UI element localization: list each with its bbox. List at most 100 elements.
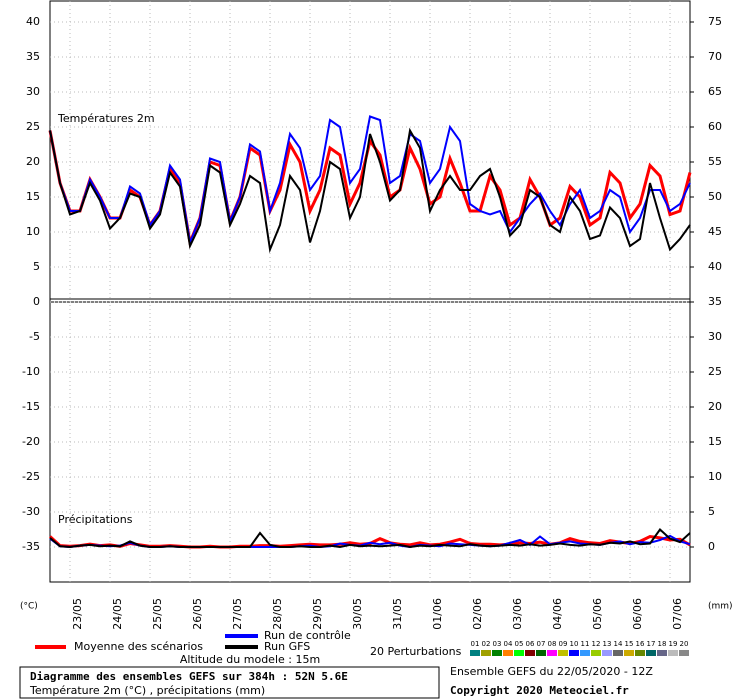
y2-tick-label: 20 [708, 400, 722, 413]
perturbation-swatch [635, 650, 645, 656]
chart-subtitle: Température 2m (°C) , précipitations (mm… [29, 684, 265, 697]
x-tick-label: 04/06 [551, 598, 564, 630]
y2-tick-label: 0 [708, 540, 715, 553]
legend-label: Run de contrôle [264, 629, 351, 642]
perturbation-number: 09 [559, 640, 568, 648]
perturbation-swatch [668, 650, 678, 656]
y2-tick-label: 30 [708, 330, 722, 343]
perturbation-number: 03 [493, 640, 502, 648]
perturbation-number: 12 [592, 640, 601, 648]
y-tick-label: -10 [22, 365, 40, 378]
perturbation-number: 01 [471, 640, 480, 648]
perturbation-swatch [514, 650, 524, 656]
x-tick-label: 24/05 [111, 598, 124, 630]
y2-tick-label: 45 [708, 225, 722, 238]
perturbation-swatch [580, 650, 590, 656]
perturbation-swatch [657, 650, 667, 656]
y2-tick-label: 55 [708, 155, 722, 168]
y2-tick-label: 70 [708, 50, 722, 63]
perturbation-swatch [470, 650, 480, 656]
perturbation-number: 08 [548, 640, 557, 648]
perturbation-swatch [679, 650, 689, 656]
perturbation-number: 14 [614, 640, 623, 648]
legend-label: Moyenne des scénarios [74, 640, 203, 653]
perturbation-number: 06 [526, 640, 535, 648]
y-tick-label: -5 [29, 330, 40, 343]
plot-frame [49, 0, 691, 583]
y-tick-label: 10 [26, 225, 40, 238]
perturbation-number: 17 [647, 640, 656, 648]
series-line [49, 115, 691, 247]
perturbation-swatch [613, 650, 623, 656]
panel-label: Précipitations [58, 513, 133, 526]
perturbation-number: 04 [504, 640, 513, 648]
x-tick-label: 03/06 [511, 598, 524, 630]
x-tick-label: 31/05 [391, 598, 404, 630]
legend-label: Run GFS [264, 640, 310, 653]
x-tick-label: 27/05 [231, 598, 244, 630]
perturbation-number: 05 [515, 640, 524, 648]
chart-title: Diagramme des ensembles GEFS sur 384h : … [30, 670, 348, 683]
y2-tick-label: 35 [708, 295, 722, 308]
x-tick-label: 26/05 [191, 598, 204, 630]
y-tick-label: 25 [26, 120, 40, 133]
y2-tick-label: 10 [708, 470, 722, 483]
y-tick-label: -20 [22, 435, 40, 448]
y-tick-label: 35 [26, 50, 40, 63]
perturbation-number: 20 [680, 640, 689, 648]
perturbations-label: 20 Perturbations [370, 645, 462, 658]
y2-tick-label: 40 [708, 260, 722, 273]
y2-tick-label: 25 [708, 365, 722, 378]
y2-tick-label: 65 [708, 85, 722, 98]
series-line [49, 528, 691, 549]
series-line [49, 127, 691, 254]
y-unit: (°C) [20, 602, 38, 612]
y2-tick-label: 15 [708, 435, 722, 448]
altitude: Altitude du modele : 15m [180, 653, 320, 666]
perturbation-number: 13 [603, 640, 612, 648]
perturbation-swatch [492, 650, 502, 656]
perturbation-number: 10 [570, 640, 579, 648]
y-tick-label: 5 [33, 260, 40, 273]
perturbation-swatch [602, 650, 612, 656]
perturbation-number: 02 [482, 640, 491, 648]
perturbation-swatch [624, 650, 634, 656]
perturbation-swatch [503, 650, 513, 656]
title-box [19, 666, 440, 699]
y-tick-label: 15 [26, 190, 40, 203]
y2-tick-label: 60 [708, 120, 722, 133]
y-tick-label: 20 [26, 155, 40, 168]
perturbation-swatch [646, 650, 656, 656]
perturbation-number: 11 [581, 640, 590, 648]
perturbation-number: 15 [625, 640, 634, 648]
y2-tick-label: 50 [708, 190, 722, 203]
perturbation-number: 07 [537, 640, 546, 648]
perturbation-number: 16 [636, 640, 645, 648]
run-info: Ensemble GEFS du 22/05/2020 - 12Z [450, 665, 653, 678]
x-tick-label: 02/06 [471, 598, 484, 630]
perturbation-number: 19 [669, 640, 678, 648]
y-tick-label: -15 [22, 400, 40, 413]
y-tick-label: -30 [22, 505, 40, 518]
x-tick-label: 06/06 [631, 598, 644, 630]
x-tick-label: 23/05 [71, 598, 84, 630]
y-tick-label: 0 [33, 295, 40, 308]
x-tick-label: 05/06 [591, 598, 604, 630]
x-tick-label: 29/05 [311, 598, 324, 630]
perturbation-swatch [558, 650, 568, 656]
y-tick-label: 40 [26, 15, 40, 28]
y-tick-label: -25 [22, 470, 40, 483]
perturbation-swatch [547, 650, 557, 656]
perturbation-swatch [536, 650, 546, 656]
perturbation-swatch [525, 650, 535, 656]
perturbation-swatch [591, 650, 601, 656]
copyright: Copyright 2020 Meteociel.fr [450, 684, 629, 697]
series-line [48, 130, 692, 248]
x-tick-label: 28/05 [271, 598, 284, 630]
perturbation-swatch [481, 650, 491, 656]
perturbation-number: 18 [658, 640, 667, 648]
y-tick-label: 30 [26, 85, 40, 98]
y-tick-label: -35 [22, 540, 40, 553]
x-tick-label: 30/05 [351, 598, 364, 630]
